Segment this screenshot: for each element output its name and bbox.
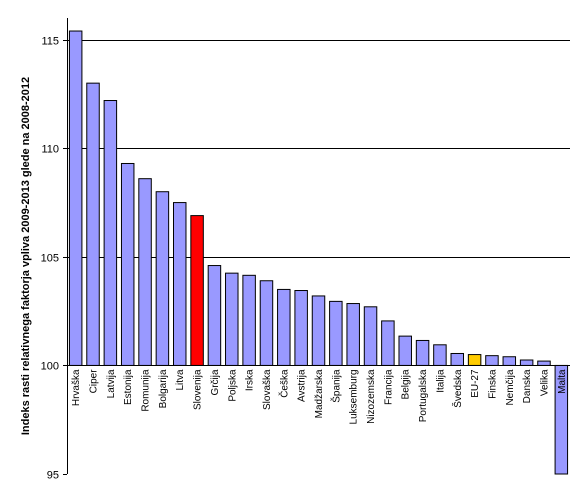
- bar-avstrija: [294, 290, 308, 366]
- y-tick-label-100: 100: [41, 361, 59, 373]
- y-tick-label-110: 110: [41, 144, 59, 156]
- y-tick-label-95: 95: [47, 470, 59, 482]
- bar-ciper: [86, 82, 100, 366]
- category-label-bolgarija: Bolgarija: [158, 369, 169, 408]
- bar-litva: [172, 202, 187, 366]
- category-label-velika: Velika: [539, 369, 550, 396]
- category-label-litva: Litva: [175, 369, 186, 391]
- axis-layer: 95 100 105 110 115: [41, 18, 570, 482]
- bars-layer: [68, 30, 569, 475]
- category-label-nizozemska: Nizozemska: [366, 369, 377, 424]
- bar-romunija: [138, 178, 152, 366]
- category-label--vedska: Švedska: [451, 369, 464, 408]
- category-label-slovenija: Slovenija: [193, 369, 204, 410]
- category-label--e-ka: Češka: [277, 369, 290, 398]
- category-label-latvija: Latvija: [106, 369, 117, 398]
- category-label-belgija: Belgija: [401, 369, 412, 399]
- category-label-mad-arska: Madžarska: [314, 369, 325, 418]
- bar-hrva-ka: [68, 30, 83, 366]
- bar-slova-ka: [259, 280, 274, 366]
- bar-francija: [381, 320, 395, 366]
- category-label-poljska: Poljska: [227, 369, 238, 402]
- category-label-luksemburg: Luksemburg: [349, 369, 360, 424]
- bar-mad-arska: [311, 295, 326, 366]
- y-tick-label-105: 105: [41, 253, 59, 265]
- category-label-nem-ija: Nemčija: [505, 369, 516, 406]
- bar-bolgarija: [155, 191, 170, 366]
- category-label-hrva-ka: Hrvaška: [71, 369, 82, 406]
- bar-eu-27: [467, 354, 482, 366]
- y-axis-label: Indeks rasti relativnega faktorja vpliva…: [20, 77, 32, 435]
- bar-portugalska: [415, 339, 430, 366]
- bar-latvija: [103, 100, 118, 366]
- bar-nem-ija: [502, 356, 517, 366]
- bar-irska: [242, 274, 256, 366]
- bar--panija: [329, 300, 343, 366]
- category-label-francija: Francija: [383, 369, 394, 405]
- bar--vedska: [450, 352, 465, 366]
- category-label-finska: Finska: [487, 369, 498, 399]
- category-label-malta: Malta: [557, 369, 568, 394]
- category-label-danska: Danska: [522, 369, 533, 403]
- category-label-ciper: Ciper: [89, 369, 100, 394]
- bar-estonija: [120, 162, 135, 366]
- bar-velika: [537, 360, 551, 366]
- category-label-avstrija: Avstrija: [297, 369, 308, 402]
- category-label-romunija: Romunija: [141, 369, 152, 412]
- category-label-slova-ka: Slovaška: [262, 369, 273, 410]
- bar-finska: [485, 355, 499, 366]
- bar-danska: [519, 359, 534, 366]
- y-tick-label-115: 115: [41, 36, 59, 48]
- bar-gr-ija: [207, 265, 222, 366]
- bar-slovenija: [190, 215, 204, 366]
- bar-poljska: [225, 272, 239, 366]
- category-label--panija: Španija: [329, 369, 342, 403]
- label-layer: Hrvaška Ciper Latvija Estonija Romunija Bolga…: [71, 369, 568, 425]
- bar-belgija: [398, 335, 412, 366]
- bar-nizozemska: [363, 306, 378, 366]
- category-label-gr-ija: Grčija: [210, 369, 221, 396]
- category-label-portugalska: Portugalska: [418, 369, 429, 422]
- bar--e-ka: [277, 288, 291, 366]
- category-label-eu-27: EU-27: [470, 369, 481, 398]
- category-label-irska: Irska: [245, 369, 256, 391]
- category-label-estonija: Estonija: [123, 369, 134, 405]
- bar-luksemburg: [346, 303, 360, 366]
- category-label-italija: Italija: [435, 369, 446, 393]
- bar-italija: [433, 344, 447, 366]
